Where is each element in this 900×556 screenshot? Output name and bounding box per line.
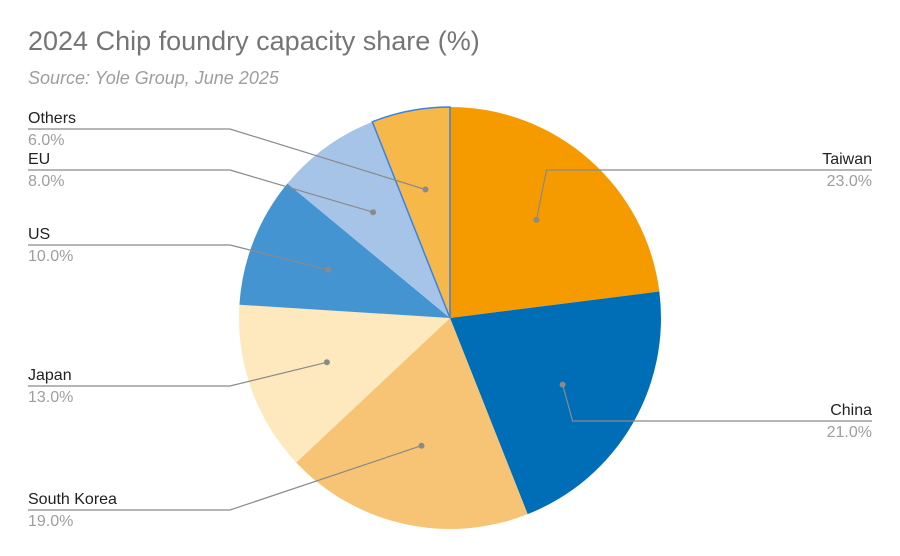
slice-value-others: 6.0% [28, 132, 64, 149]
leader-dot-eu [370, 209, 377, 216]
pie-slice-taiwan[interactable] [450, 107, 660, 318]
leader-line-south-korea [28, 445, 422, 511]
pie-slice-japan[interactable] [239, 304, 450, 463]
chart-title: 2024 Chip foundry capacity share (%) [28, 26, 480, 56]
leader-line-eu [28, 169, 374, 213]
slice-label-eu: EU [28, 151, 50, 168]
pie-slice-south-korea[interactable] [296, 318, 528, 529]
slice-value-eu: 8.0% [28, 173, 64, 190]
leader-dot-taiwan [533, 216, 540, 223]
pie-slice-others[interactable] [371, 106, 451, 319]
leader-dot-china [559, 381, 566, 388]
leader-dot-others [422, 186, 429, 193]
leader-line-china [562, 384, 872, 422]
leader-line-us [28, 244, 329, 271]
leader-dot-japan [323, 359, 330, 366]
slice-label-japan: Japan [28, 367, 72, 384]
slice-value-japan: 13.0% [28, 389, 73, 406]
slice-labels: Taiwan 23.0% China 21.0% South Korea 19.0% Jap… [28, 110, 872, 530]
pie-slice-us[interactable] [239, 183, 450, 319]
pie-slices [239, 106, 662, 529]
slice-value-taiwan: 23.0% [827, 173, 872, 190]
pie-slice-china[interactable] [450, 291, 662, 515]
leader-lines [28, 128, 872, 511]
slice-label-china: China [830, 402, 872, 419]
chart-subtitle: Source: Yole Group, June 2025 [28, 68, 279, 88]
slice-value-south-korea: 19.0% [28, 513, 73, 530]
leader-line-others [28, 128, 426, 191]
leader-line-japan [28, 361, 328, 387]
slice-value-us: 10.0% [28, 248, 73, 265]
pie-slice-eu[interactable] [287, 121, 450, 318]
leader-dot-us [325, 266, 332, 273]
slice-label-us: US [28, 226, 50, 243]
slice-label-south-korea: South Korea [28, 491, 117, 508]
leader-line-taiwan [535, 169, 872, 221]
slice-label-others: Others [28, 110, 76, 127]
leader-dot-south-korea [418, 442, 425, 449]
slice-label-taiwan: Taiwan [822, 151, 872, 168]
slice-value-china: 21.0% [827, 424, 872, 441]
